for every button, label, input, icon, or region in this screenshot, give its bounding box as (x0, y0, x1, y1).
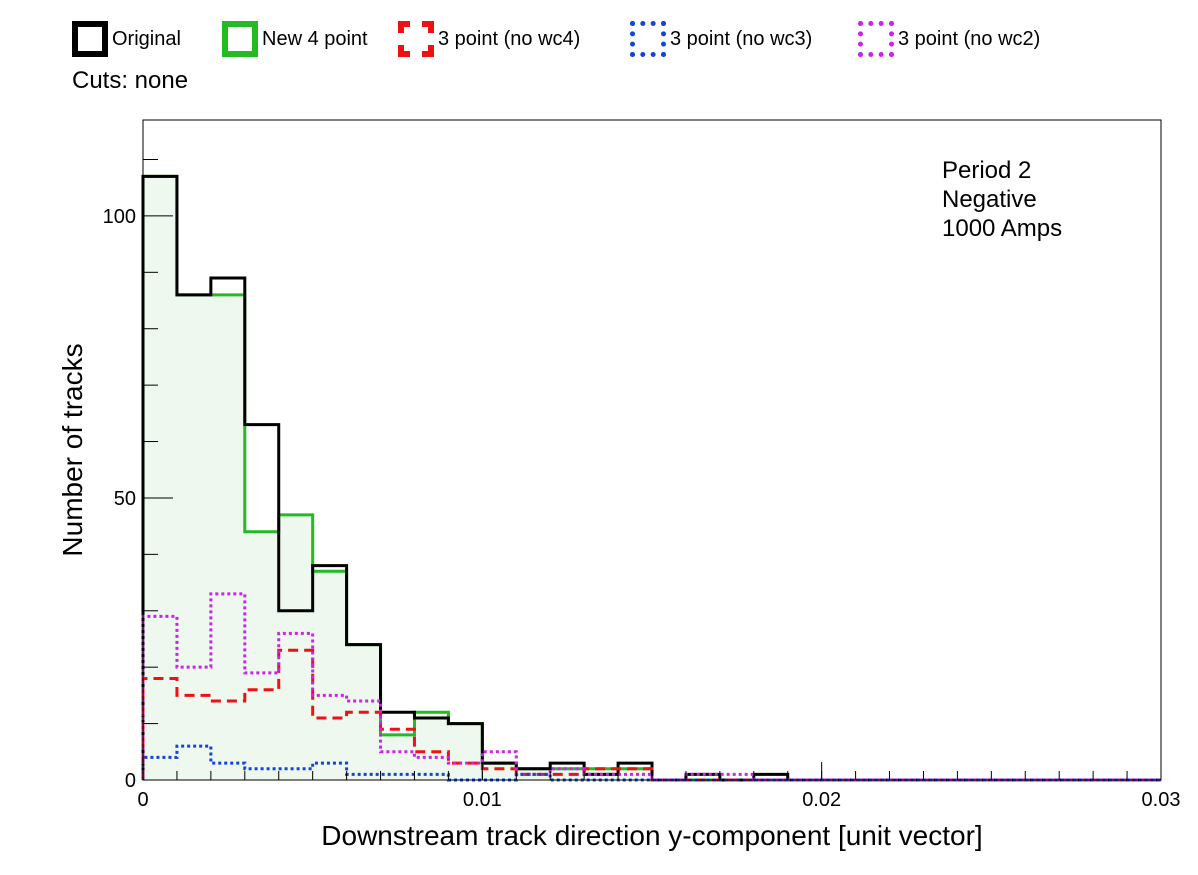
annotation-line: Period 2 (942, 157, 1031, 184)
legend-label-no-wc4: 3 point (no wc4) (438, 27, 581, 50)
series-layer (141, 174, 1161, 782)
y-tick-label: 100 (103, 206, 136, 228)
legend-item-no-wc4: 3 point (no wc4) (398, 17, 580, 61)
legend-swatch-no-wc3 (630, 21, 666, 57)
x-tick-label: 0 (137, 789, 148, 811)
y-tick-label: 50 (114, 488, 136, 510)
x-axis-label: Downstream track direction y-component [… (321, 820, 982, 851)
y-tick-label: 0 (125, 770, 136, 792)
legend-swatch-no-wc2 (858, 21, 894, 57)
annotation-line: 1000 Amps (942, 215, 1062, 242)
x-tick-label: 0.01 (463, 789, 502, 811)
legend-label-new-4-point: New 4 point (262, 27, 368, 50)
annotation-line: Negative (942, 186, 1037, 213)
series-fill-new-4-point (143, 176, 1161, 780)
legend-swatch-no-wc4 (398, 21, 434, 57)
legend-swatch-new-4-point (222, 21, 258, 57)
legend-item-no-wc3: 3 point (no wc3) (630, 17, 812, 61)
series-line-3-point-no-wc3 (141, 744, 1161, 782)
cuts-label: Cuts: none (72, 67, 189, 94)
axes-layer: 0 0.01 0.02 0.03 0 50 100 (103, 158, 1181, 811)
legend-label-no-wc2: 3 point (no wc2) (898, 27, 1041, 50)
legend-item-new-4-point: New 4 point (222, 17, 368, 61)
legend-label-no-wc3: 3 point (no wc3) (670, 27, 813, 50)
x-tick-label: 0.03 (1142, 789, 1181, 811)
x-tick-label: 0.02 (802, 789, 841, 811)
legend-item-no-wc2: 3 point (no wc2) (858, 17, 1040, 61)
legend-label-original: Original (112, 27, 181, 50)
plot-annotation: Period 2 Negative 1000 Amps (942, 157, 1062, 242)
legend-swatch-original (72, 21, 108, 57)
y-axis-label: Number of tracks (57, 343, 88, 556)
legend-item-original: Original (72, 17, 181, 61)
legend: Original New 4 point 3 point (no wc4) 3 … (0, 0, 1198, 70)
